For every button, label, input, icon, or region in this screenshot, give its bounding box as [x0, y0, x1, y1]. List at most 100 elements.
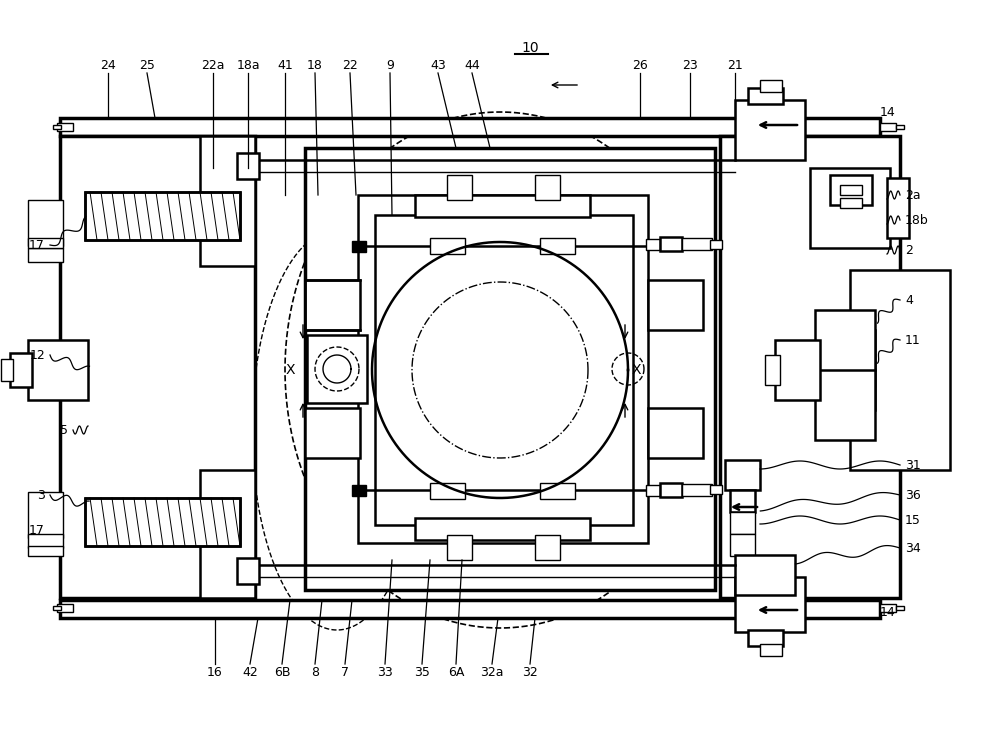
Text: 6B: 6B [274, 666, 290, 679]
Bar [682, 484, 712, 496]
Bar [765, 355, 780, 385]
Bar [28, 200, 63, 246]
Bar [415, 518, 590, 540]
Bar [430, 483, 465, 499]
Bar [28, 546, 63, 556]
Bar [648, 280, 703, 330]
Bar [535, 175, 560, 200]
Bar [305, 148, 715, 590]
Bar [305, 408, 360, 458]
Bar [682, 238, 712, 250]
Text: 32: 32 [522, 666, 538, 679]
Bar [57, 123, 73, 131]
Bar [352, 485, 366, 496]
Bar [57, 604, 73, 612]
Bar [307, 335, 367, 403]
Bar [748, 88, 783, 104]
Bar [358, 195, 648, 543]
Text: 2a: 2a [905, 189, 921, 201]
Bar [237, 558, 259, 584]
Bar [887, 178, 909, 238]
Bar [85, 192, 240, 240]
Text: 44: 44 [464, 58, 480, 71]
Text: X: X [285, 363, 295, 377]
Bar [850, 270, 950, 470]
Bar [840, 198, 862, 208]
Text: 3: 3 [37, 489, 45, 501]
Bar [540, 238, 575, 254]
Bar [1, 359, 13, 381]
Text: X: X [631, 363, 641, 377]
Bar [60, 118, 880, 136]
Bar [730, 490, 755, 512]
Bar [85, 192, 240, 240]
Text: 18a: 18a [236, 58, 260, 71]
Bar [447, 535, 472, 560]
Bar [710, 485, 722, 494]
Bar [85, 498, 240, 546]
Bar [305, 280, 360, 330]
Bar [415, 195, 590, 217]
Bar [730, 512, 755, 534]
Text: 33: 33 [377, 666, 393, 679]
Text: 21: 21 [727, 58, 743, 71]
Bar [725, 460, 760, 490]
Text: 25: 25 [139, 58, 155, 71]
Text: 12: 12 [29, 349, 45, 362]
Text: 23: 23 [682, 58, 698, 71]
Text: 4: 4 [905, 293, 913, 307]
Bar [60, 136, 255, 598]
Bar [430, 238, 465, 254]
Bar [660, 483, 682, 497]
Bar [880, 123, 896, 131]
Text: 41: 41 [277, 58, 293, 71]
Text: 14: 14 [880, 105, 896, 119]
Bar [735, 577, 805, 632]
Bar [775, 340, 820, 400]
Bar [200, 470, 255, 598]
Bar [896, 125, 904, 129]
Bar [28, 238, 63, 248]
Bar [760, 644, 782, 656]
Bar [28, 340, 88, 400]
Text: 10: 10 [521, 41, 539, 55]
Text: 31: 31 [905, 458, 921, 472]
Text: 2: 2 [905, 243, 913, 256]
Text: 11: 11 [905, 334, 921, 346]
Text: 42: 42 [242, 666, 258, 679]
Bar [352, 241, 366, 252]
Text: 17: 17 [29, 523, 45, 537]
Bar [896, 606, 904, 610]
Bar [237, 153, 259, 179]
Bar [845, 353, 875, 387]
Text: 43: 43 [430, 58, 446, 71]
Bar [60, 600, 880, 618]
Bar [10, 353, 32, 387]
Bar [710, 240, 722, 249]
Text: 14: 14 [880, 606, 896, 618]
Bar [815, 310, 875, 440]
Bar [660, 237, 682, 251]
Bar [646, 485, 660, 496]
Bar [880, 604, 896, 612]
Bar [85, 498, 240, 546]
Text: 5: 5 [60, 424, 68, 436]
Bar [53, 125, 61, 129]
Bar [28, 248, 63, 262]
Bar [840, 185, 862, 195]
Bar [200, 136, 255, 266]
Text: 22: 22 [342, 58, 358, 71]
Text: 26: 26 [632, 58, 648, 71]
Bar [830, 175, 872, 205]
Bar [748, 630, 783, 646]
Text: 32a: 32a [480, 666, 504, 679]
Text: 7: 7 [341, 666, 349, 679]
Bar [820, 330, 875, 410]
Bar [810, 168, 890, 248]
Bar [540, 483, 575, 499]
Bar [760, 80, 782, 92]
Text: 9: 9 [386, 58, 394, 71]
Bar [720, 136, 900, 598]
Text: 6A: 6A [448, 666, 464, 679]
Bar [735, 555, 795, 595]
